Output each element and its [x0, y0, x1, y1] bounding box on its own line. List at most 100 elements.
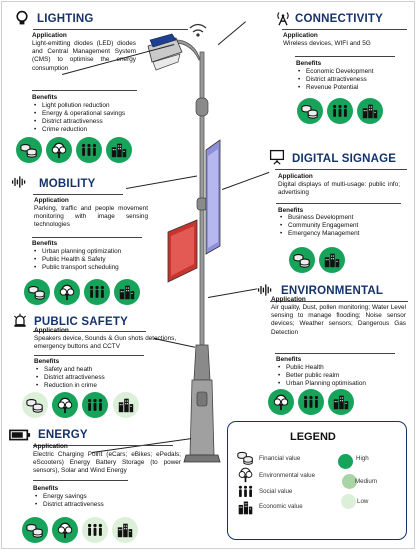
sound-wave-icon: [257, 284, 272, 296]
coins-icon: [26, 521, 44, 539]
legend-label-financial: Financial value: [259, 455, 301, 462]
connectivity-financial-rating: [297, 98, 323, 124]
tree-icon: [237, 466, 254, 483]
lighting-rule: [33, 29, 188, 30]
public-safety-app-heading: Application: [34, 327, 69, 334]
mobility-benefits-rule: [32, 237, 142, 238]
buildings-icon: [110, 141, 128, 159]
environmental-environmental-rating: [268, 389, 294, 415]
environmental-social-rating: [298, 389, 324, 415]
mobility-social-rating: [84, 279, 110, 305]
environmental-app-heading: Application: [271, 296, 306, 303]
environmental-benefits-rule: [275, 353, 395, 354]
battery-icon: [9, 429, 31, 441]
environmental-app-text: Air quality, Dust, pollen monitoring; Wa…: [271, 304, 406, 336]
antenna-icon: [277, 12, 289, 26]
lighting-benefits-heading: Benefits: [32, 94, 58, 101]
energy-economic-rating: [112, 517, 138, 543]
buildings-icon: [116, 521, 134, 539]
legend-label-economic: Economic value: [259, 503, 303, 510]
display-board-icon: [269, 149, 285, 165]
public-safety-benefits-heading: Benefits: [34, 358, 60, 365]
public-safety-financial-rating: [22, 392, 48, 418]
connectivity-social-rating: [327, 98, 353, 124]
mobility-environmental-rating: [54, 279, 80, 305]
legend-box: [227, 421, 407, 540]
mobility-benefits-heading: Benefits: [32, 240, 58, 247]
connectivity-rule: [282, 29, 407, 30]
digital-signage-app-text: Digital displays of multi-usage: public …: [278, 181, 400, 197]
lighting-environmental-rating: [46, 137, 72, 163]
lighting-benefit-item: Crime reduction: [33, 126, 143, 134]
connectivity-benefit-item: District attractiveness: [297, 76, 407, 84]
lighting-economic-rating: [106, 137, 132, 163]
digital-signage-benefits-rule: [276, 203, 401, 204]
energy-financial-rating: [22, 517, 48, 543]
lighting-app-heading: Application: [32, 32, 67, 39]
people-icon: [88, 283, 106, 301]
legend-low-label: Low: [357, 498, 369, 505]
connectivity-benefits-heading: Benefits: [296, 60, 322, 67]
people-icon: [237, 483, 254, 500]
public-safety-benefit-item: Reduction in crime: [35, 382, 160, 390]
energy-app-heading: Application: [33, 443, 68, 450]
energy-benefits-list: Energy savings District attractiveness: [34, 493, 164, 509]
environmental-economic-rating: [328, 389, 354, 415]
coins-icon: [293, 251, 311, 269]
legend-high-swatch: [338, 454, 353, 469]
tree-icon: [56, 521, 74, 539]
energy-social-rating: [82, 517, 108, 543]
legend-medium-swatch: [342, 474, 357, 489]
digital-signage-financial-rating: [289, 247, 315, 273]
lighting-benefit-item: Light pollution reduction: [33, 102, 143, 110]
environmental-title: ENVIRONMENTAL: [281, 285, 384, 297]
people-icon: [86, 396, 104, 414]
public-safety-environmental-rating: [52, 392, 78, 418]
siren-icon: [14, 313, 26, 327]
connectivity-app-text: Wireless devices, WIFI and 5G: [283, 40, 371, 47]
legend-label-social: Social value: [259, 488, 293, 495]
energy-app-text: Electric Charging Point (eCars; eBikes; …: [33, 451, 181, 475]
lighting-title: LIGHTING: [37, 13, 94, 25]
mobility-rule: [33, 194, 123, 195]
energy-rule: [33, 445, 173, 446]
energy-benefits-heading: Benefits: [33, 485, 59, 492]
mobility-economic-rating: [114, 279, 140, 305]
lighting-app-text: Light-emitting diodes (LED) diodes and C…: [32, 40, 136, 72]
legend-low-swatch: [341, 494, 356, 509]
lightbulb-icon: [16, 10, 28, 25]
buildings-icon: [237, 499, 254, 516]
lighting-benefits-list: Light pollution reduction Energy & opera…: [33, 102, 143, 134]
environmental-benefit-item: Public Health: [277, 364, 407, 372]
mobility-financial-rating: [24, 279, 50, 305]
legend-title: LEGEND: [290, 431, 336, 443]
coins-icon: [28, 283, 46, 301]
digital-signage-app-heading: Application: [278, 173, 313, 180]
digital-signage-benefit-item: Emergency Management: [279, 230, 404, 238]
coins-icon: [301, 102, 319, 120]
digital-signage-benefits-heading: Benefits: [278, 207, 304, 214]
tree-icon: [58, 283, 76, 301]
lighting-benefit-item: District attractiveness: [33, 118, 143, 126]
mobility-app-heading: Application: [34, 197, 69, 204]
energy-benefit-item: Energy savings: [34, 493, 164, 501]
mobility-app-text: Parking, traffic and people movement mon…: [34, 205, 148, 229]
buildings-icon: [118, 283, 136, 301]
connectivity-app-heading: Application: [283, 32, 318, 39]
buildings-icon: [323, 251, 341, 269]
mobility-benefit-item: Urban planning optimization: [33, 248, 158, 256]
public-safety-title: PUBLIC SAFETY: [34, 316, 128, 328]
environmental-benefit-item: Better public realm: [277, 372, 407, 380]
lighting-benefits-rule: [32, 90, 137, 91]
digital-signage-rule: [275, 169, 407, 170]
people-icon: [86, 521, 104, 539]
buildings-icon: [361, 102, 379, 120]
legend-high-label: High: [356, 455, 369, 462]
connectivity-benefit-item: Revenue Potential: [297, 84, 407, 92]
digital-signage-benefit-item: Community Engagement: [279, 222, 404, 230]
energy-benefit-item: District attractiveness: [34, 501, 164, 509]
environmental-benefits-heading: Benefits: [276, 356, 302, 363]
digital-signage-benefits-list: Business Development Community Engagemen…: [279, 214, 404, 238]
lighting-financial-rating: [16, 137, 42, 163]
